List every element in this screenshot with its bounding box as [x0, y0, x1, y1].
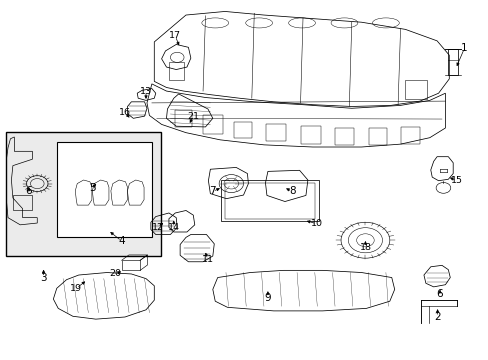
Text: 7: 7	[209, 186, 216, 197]
Text: 5: 5	[89, 183, 96, 193]
Text: 1: 1	[460, 44, 467, 53]
Bar	[203, 116, 222, 134]
Bar	[122, 260, 140, 270]
Text: 4: 4	[118, 236, 124, 246]
Text: 20: 20	[109, 269, 121, 278]
Bar	[168, 62, 183, 80]
Bar	[224, 183, 315, 219]
Text: 16: 16	[119, 108, 131, 117]
Text: 21: 21	[187, 112, 199, 121]
Bar	[221, 180, 318, 221]
Bar	[266, 124, 285, 141]
Text: 13: 13	[140, 86, 152, 95]
Text: 6: 6	[436, 289, 443, 299]
Text: 12: 12	[151, 223, 163, 232]
Bar	[5, 132, 160, 256]
Text: 6: 6	[25, 186, 32, 197]
Text: 18: 18	[359, 243, 371, 252]
Bar	[300, 126, 321, 144]
Bar	[57, 142, 152, 237]
Text: 14: 14	[167, 223, 180, 232]
Text: 19: 19	[70, 284, 82, 293]
Text: 11: 11	[202, 255, 213, 264]
Text: 17: 17	[169, 31, 181, 40]
Bar	[13, 195, 32, 211]
Bar	[368, 128, 386, 145]
Text: 2: 2	[433, 312, 440, 322]
Text: 9: 9	[264, 293, 271, 303]
Text: 15: 15	[449, 176, 462, 185]
Text: 3: 3	[40, 273, 47, 283]
Bar	[334, 128, 353, 145]
Bar	[405, 80, 427, 99]
Bar	[175, 110, 192, 127]
Bar	[233, 122, 252, 138]
Bar	[400, 127, 419, 144]
Text: 10: 10	[310, 219, 322, 228]
Text: 8: 8	[288, 186, 295, 197]
Bar	[447, 49, 457, 75]
